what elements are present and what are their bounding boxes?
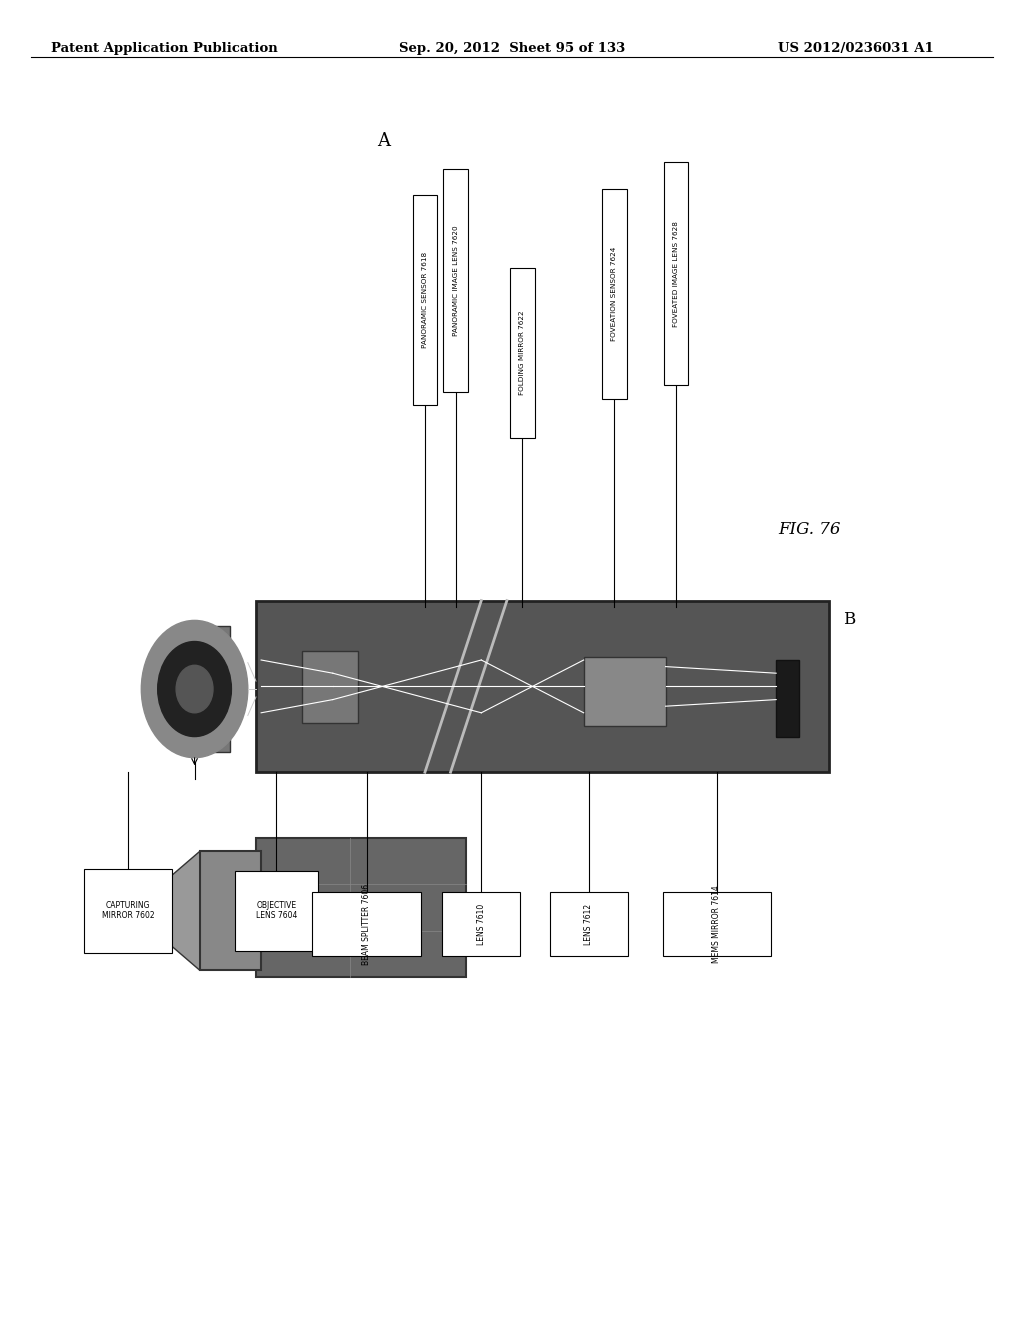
Circle shape (158, 642, 231, 737)
Polygon shape (169, 851, 200, 970)
Text: PANORAMIC SENSOR 7618: PANORAMIC SENSOR 7618 (422, 252, 428, 348)
FancyBboxPatch shape (84, 869, 172, 953)
FancyBboxPatch shape (236, 871, 317, 950)
FancyBboxPatch shape (413, 195, 437, 405)
FancyBboxPatch shape (602, 189, 627, 399)
FancyBboxPatch shape (312, 892, 421, 956)
FancyBboxPatch shape (256, 601, 829, 772)
Text: CAPTURING
MIRROR 7602: CAPTURING MIRROR 7602 (101, 902, 155, 920)
Text: Patent Application Publication: Patent Application Publication (51, 42, 278, 55)
FancyBboxPatch shape (510, 268, 535, 438)
Text: FOLDING MIRROR 7622: FOLDING MIRROR 7622 (519, 310, 525, 396)
FancyBboxPatch shape (584, 657, 666, 726)
FancyBboxPatch shape (442, 892, 520, 956)
FancyBboxPatch shape (776, 660, 799, 737)
Text: LENS 7610: LENS 7610 (477, 903, 485, 945)
FancyBboxPatch shape (189, 626, 230, 752)
Circle shape (176, 665, 213, 713)
FancyBboxPatch shape (664, 162, 688, 385)
Text: OBJECTIVE
LENS 7604: OBJECTIVE LENS 7604 (256, 902, 297, 920)
FancyBboxPatch shape (256, 838, 466, 977)
Text: FIG. 76: FIG. 76 (778, 521, 841, 539)
Text: B: B (843, 611, 855, 628)
FancyBboxPatch shape (302, 651, 358, 723)
FancyBboxPatch shape (550, 892, 628, 956)
Text: FOVEATION SENSOR 7624: FOVEATION SENSOR 7624 (611, 247, 617, 341)
Text: BEAM SPLITTER 7606: BEAM SPLITTER 7606 (362, 883, 371, 965)
FancyBboxPatch shape (443, 169, 468, 392)
FancyBboxPatch shape (200, 851, 261, 970)
Text: FOVEATED IMAGE LENS 7628: FOVEATED IMAGE LENS 7628 (673, 220, 679, 327)
Text: Sep. 20, 2012  Sheet 95 of 133: Sep. 20, 2012 Sheet 95 of 133 (399, 42, 626, 55)
Text: MEMS MIRROR 7614: MEMS MIRROR 7614 (713, 886, 721, 962)
Text: LENS 7612: LENS 7612 (585, 903, 593, 945)
Text: PANORAMIC IMAGE LENS 7620: PANORAMIC IMAGE LENS 7620 (453, 226, 459, 335)
Text: US 2012/0236031 A1: US 2012/0236031 A1 (778, 42, 934, 55)
Text: A: A (377, 132, 390, 150)
FancyBboxPatch shape (663, 892, 771, 956)
Circle shape (141, 620, 248, 758)
